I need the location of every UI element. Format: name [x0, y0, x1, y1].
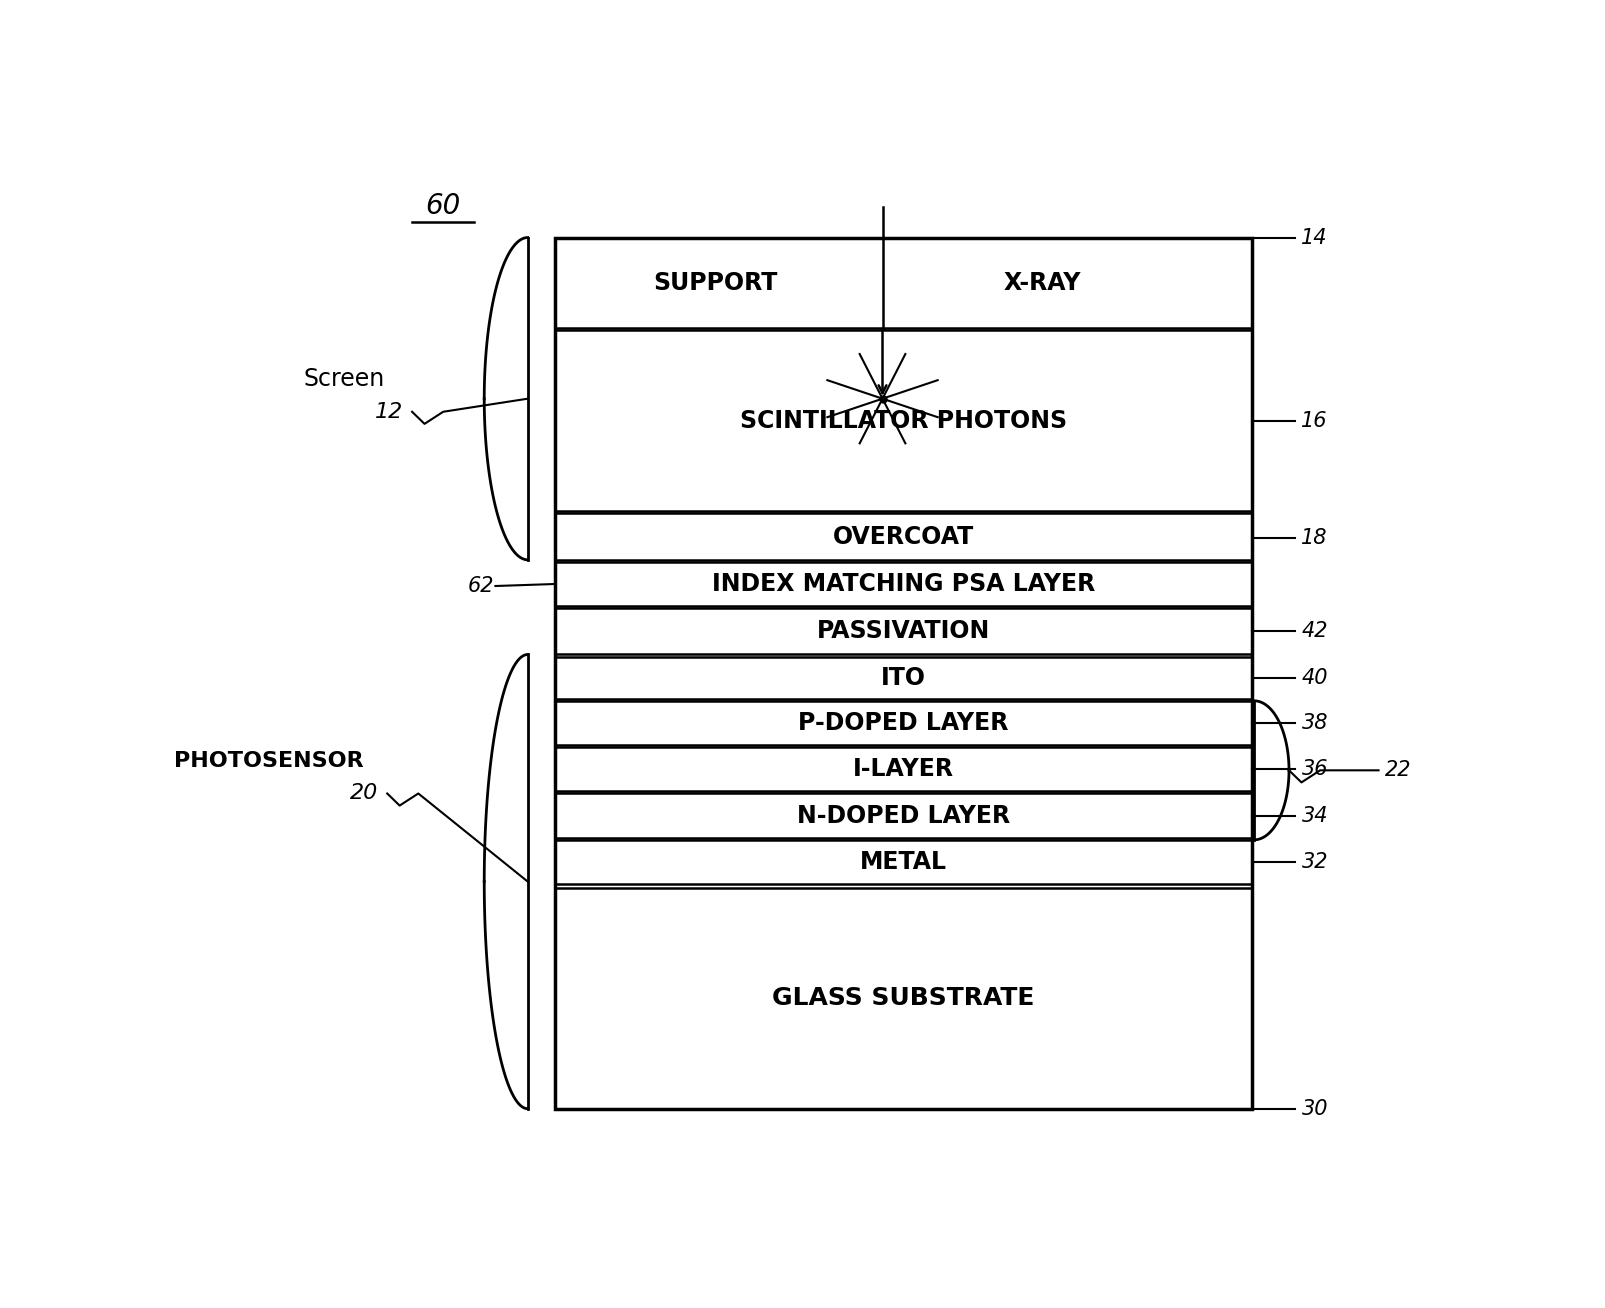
Bar [555, 608, 1252, 654]
Bar [555, 238, 1252, 328]
Text: SUPPORT: SUPPORT [653, 271, 777, 294]
Text: 30: 30 [1302, 1099, 1327, 1118]
Bar [555, 330, 1252, 511]
Text: 22: 22 [1385, 760, 1411, 781]
Bar [555, 701, 1252, 746]
Bar [555, 238, 1252, 1109]
Text: 32: 32 [1302, 852, 1327, 872]
Bar [555, 840, 1252, 884]
Text: INDEX MATCHING PSA LAYER: INDEX MATCHING PSA LAYER [711, 572, 1095, 596]
Text: 40: 40 [1302, 667, 1327, 688]
Text: 14: 14 [1302, 228, 1327, 247]
Text: I-LAYER: I-LAYER [852, 757, 953, 781]
Bar [555, 794, 1252, 838]
Text: 12: 12 [376, 402, 403, 421]
Bar [555, 657, 1252, 698]
Bar [555, 888, 1252, 1109]
Text: P-DOPED LAYER: P-DOPED LAYER [798, 712, 1008, 735]
Text: 60: 60 [425, 192, 461, 220]
Text: 16: 16 [1302, 411, 1327, 430]
Bar [555, 747, 1252, 791]
Bar [555, 562, 1252, 606]
Text: OVERCOAT: OVERCOAT [833, 525, 974, 548]
Text: Screen: Screen [303, 366, 384, 391]
Text: METAL: METAL [860, 850, 947, 874]
Text: 62: 62 [467, 576, 494, 596]
Text: 42: 42 [1302, 621, 1327, 641]
Text: 34: 34 [1302, 806, 1327, 825]
Text: PHOTOSENSOR: PHOTOSENSOR [175, 751, 364, 772]
Text: 20: 20 [350, 783, 379, 803]
Text: GLASS SUBSTRATE: GLASS SUBSTRATE [772, 986, 1035, 1011]
Text: 38: 38 [1302, 713, 1327, 732]
Text: PASSIVATION: PASSIVATION [817, 619, 990, 644]
Text: X-RAY: X-RAY [1005, 271, 1082, 294]
Text: 18: 18 [1302, 527, 1327, 548]
Text: ITO: ITO [881, 666, 926, 689]
Text: 36: 36 [1302, 760, 1327, 780]
Bar [555, 514, 1252, 560]
Text: SCINTILLATOR PHOTONS: SCINTILLATOR PHOTONS [740, 409, 1067, 433]
Text: N-DOPED LAYER: N-DOPED LAYER [796, 803, 1010, 828]
